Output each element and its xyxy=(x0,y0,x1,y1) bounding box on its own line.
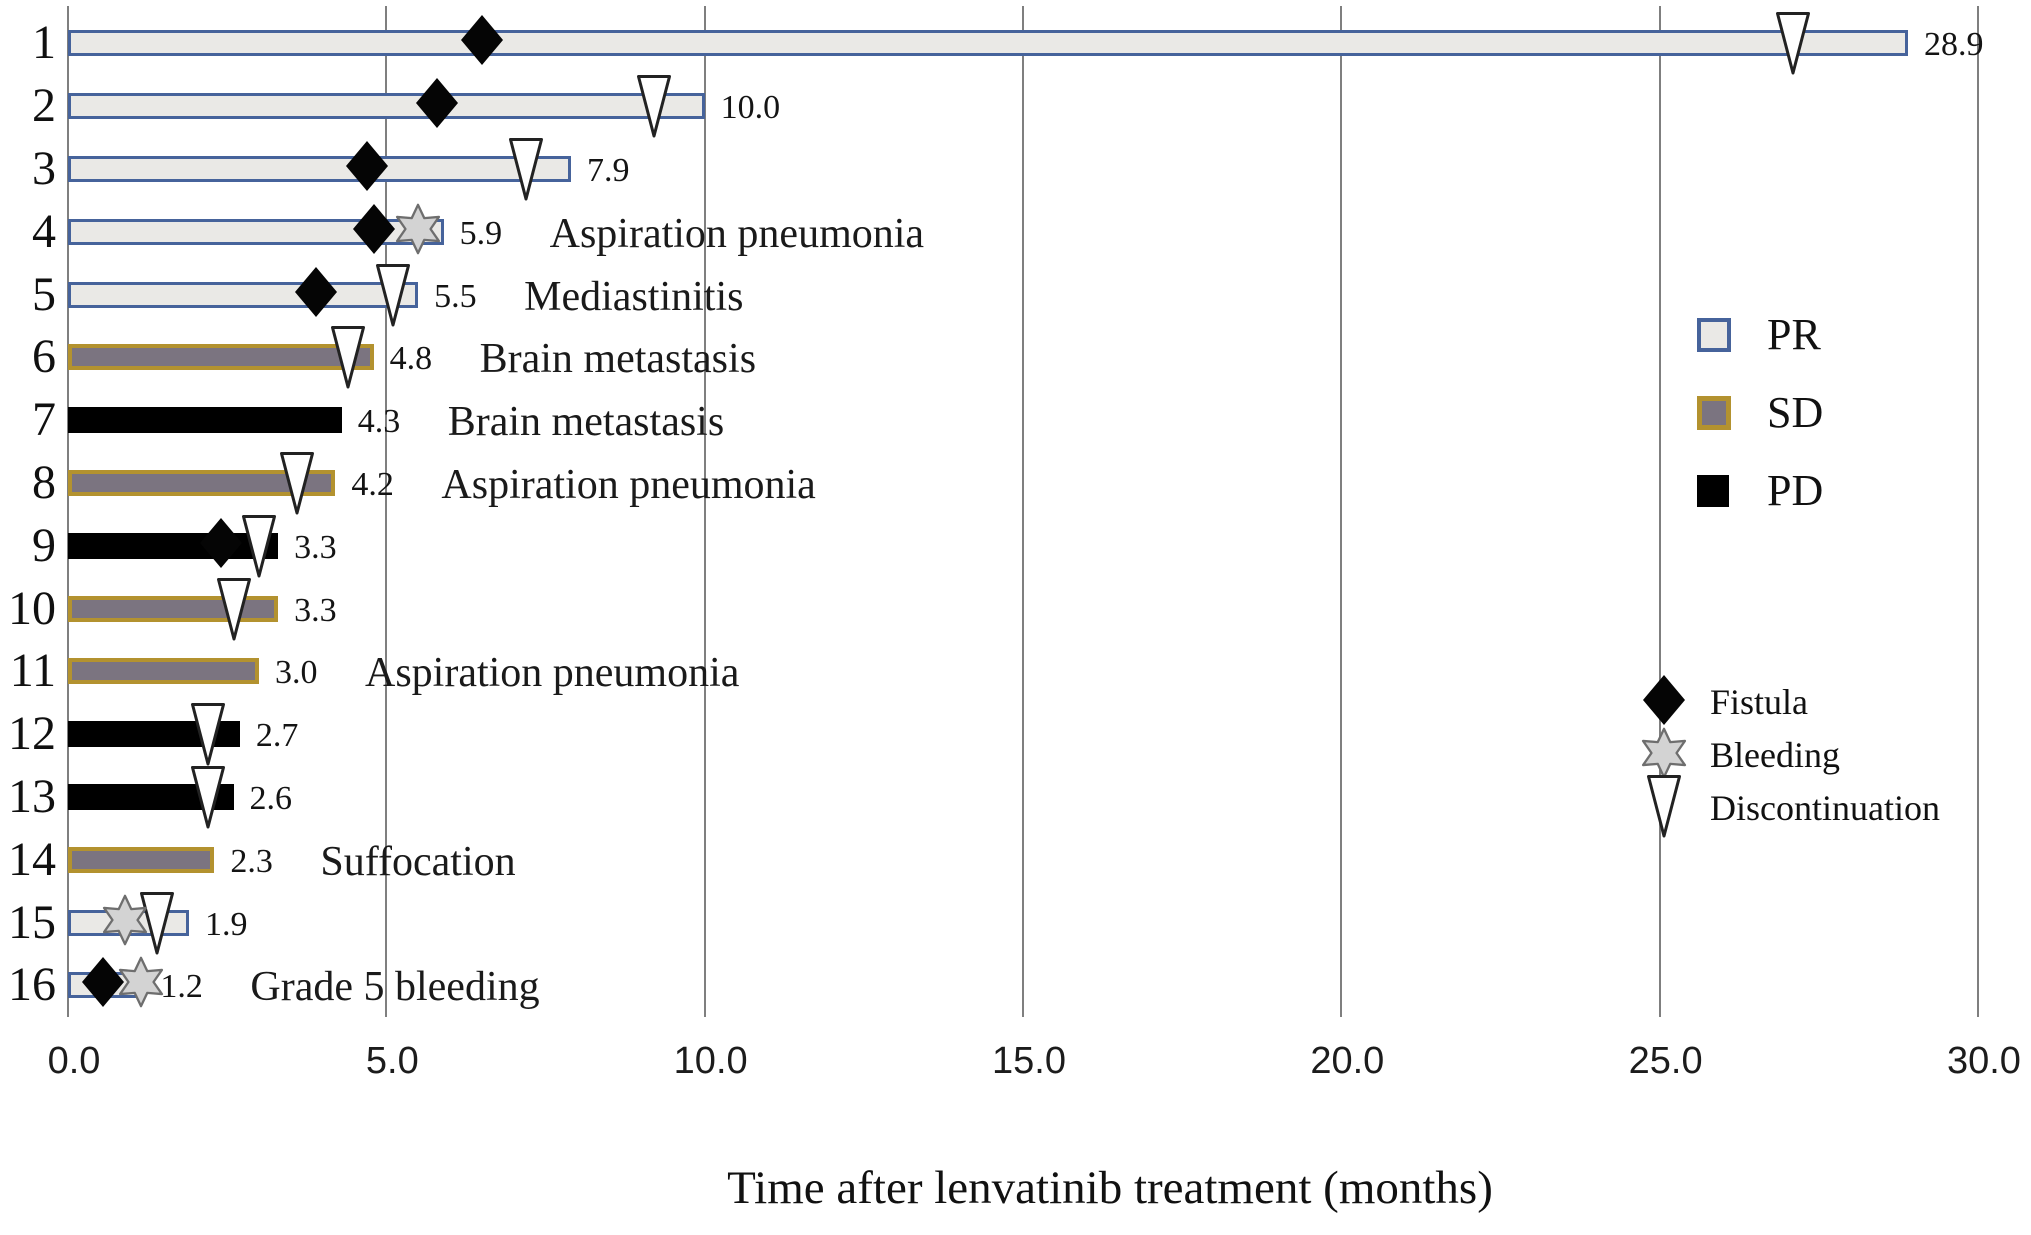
x-tick-label: 20.0 xyxy=(1310,1040,1385,1082)
gridline xyxy=(385,6,388,1017)
event-annotation: Brain metastasis xyxy=(479,336,757,383)
patient-id-label: 11 xyxy=(9,644,56,698)
response-legend-item-sd: SD xyxy=(1697,390,1823,436)
sd-swatch-box xyxy=(1697,396,1735,430)
response-legend-item-pd: PD xyxy=(1697,468,1823,514)
swimmer-bar-patient-2 xyxy=(68,93,705,120)
bar-value-label: 3.3 xyxy=(294,591,337,629)
swimmer-bar-patient-10 xyxy=(68,595,279,622)
swimmer-bar-patient-5 xyxy=(68,281,419,308)
x-axis-title: Time after lenvatinib treatment (months) xyxy=(727,1162,1493,1214)
patient-id-label: 4 xyxy=(32,204,56,258)
response-legend-label: PD xyxy=(1767,466,1824,515)
pd-color-swatch xyxy=(1697,475,1729,507)
swimmer-bar-patient-16 xyxy=(68,972,145,999)
bar-value-label: 7.9 xyxy=(586,152,630,189)
patient-id-label: 13 xyxy=(8,770,56,823)
x-tick-label: 0.0 xyxy=(47,1040,101,1082)
event-annotation: Aspiration pneumonia xyxy=(549,210,925,257)
swimmer-bar-patient-7 xyxy=(68,407,342,434)
bar-value-label: 4.2 xyxy=(351,466,394,503)
bar-value-label: 3.3 xyxy=(294,528,337,566)
event-annotation: Suffocation xyxy=(320,838,516,885)
swimmer-bar-patient-4 xyxy=(68,218,444,245)
response-legend-label: PR xyxy=(1767,310,1821,359)
bar-value-label: 4.8 xyxy=(389,340,433,378)
response-legend-item-pr: PR xyxy=(1697,312,1823,358)
patient-id-label: 10 xyxy=(8,581,56,635)
x-tick-label: 30.0 xyxy=(1946,1040,2021,1082)
pr-swatch-box xyxy=(1697,318,1735,352)
bar-value-label: 2.3 xyxy=(230,842,273,880)
gridline xyxy=(1021,6,1024,1017)
gridline xyxy=(1976,6,1979,1017)
response-legend-label: SD xyxy=(1767,388,1824,437)
patient-id-label: 1 xyxy=(32,16,56,70)
bar-value-label: 4.3 xyxy=(357,403,401,441)
swimmer-bar-patient-12 xyxy=(68,721,240,748)
pr-color-swatch xyxy=(1697,318,1731,352)
patient-id-label: 15 xyxy=(8,895,56,949)
bar-value-label: 1.9 xyxy=(204,905,248,943)
patient-id-label: 16 xyxy=(8,958,56,1012)
event-annotation: Brain metastasis xyxy=(447,399,725,446)
patient-id-label: 12 xyxy=(8,707,56,761)
gridline xyxy=(703,6,706,1017)
swimmer-bar-patient-1 xyxy=(68,30,1908,57)
patient-id-label: 2 xyxy=(32,79,56,133)
gridline xyxy=(1340,6,1343,1017)
x-tick-label: 15.0 xyxy=(992,1040,1066,1082)
swimmer-bar-patient-8 xyxy=(68,470,336,496)
bar-value-label: 10.0 xyxy=(720,89,781,127)
swimmer-bar-patient-13 xyxy=(68,784,234,810)
bar-value-label: 5.5 xyxy=(434,277,477,315)
x-tick-label: 5.0 xyxy=(365,1040,419,1082)
pd-swatch-box xyxy=(1697,475,1735,507)
x-axis-ticks: 0.0 5.0 10.0 15.0 20.0 25.0 30.0 xyxy=(0,1042,2031,1102)
bar-value-label: 28.9 xyxy=(1923,26,1984,64)
swimmer-bar-patient-14 xyxy=(68,846,215,873)
sd-color-swatch xyxy=(1697,396,1731,430)
bar-value-label: 2.6 xyxy=(249,780,293,817)
patient-id-label: 14 xyxy=(8,832,56,886)
swimmer-bar-patient-3 xyxy=(68,156,571,182)
x-tick-label: 25.0 xyxy=(1628,1040,1703,1082)
swimmer-bar-patient-9 xyxy=(68,532,279,559)
patient-id-label: 6 xyxy=(32,330,56,384)
y-axis-line xyxy=(67,6,69,1017)
patient-id-label: 5 xyxy=(32,267,56,321)
response-legend: PR SD PD xyxy=(1697,312,1823,546)
event-annotation: Aspiration pneumonia xyxy=(364,650,740,697)
patient-id-label: 3 xyxy=(32,142,56,195)
x-tick-label: 10.0 xyxy=(673,1040,748,1082)
swimmer-bar-patient-6 xyxy=(68,344,374,371)
swimmer-bar-patient-15 xyxy=(68,909,189,936)
bar-value-label: 3.0 xyxy=(274,654,318,692)
patient-id-label: 9 xyxy=(32,518,56,572)
patient-id-label: 7 xyxy=(32,393,56,447)
event-annotation: Aspiration pneumonia xyxy=(441,462,816,508)
event-annotation: Mediastinitis xyxy=(524,273,744,320)
bar-value-label: 2.7 xyxy=(255,717,299,755)
gridline xyxy=(1658,6,1661,1017)
event-annotation: Grade 5 bleeding xyxy=(250,964,540,1011)
patient-id-label: 8 xyxy=(32,456,56,509)
bar-value-label: 5.9 xyxy=(459,214,503,252)
swimmer-bar-patient-11 xyxy=(68,658,259,685)
bar-value-label: 1.2 xyxy=(160,968,203,1006)
